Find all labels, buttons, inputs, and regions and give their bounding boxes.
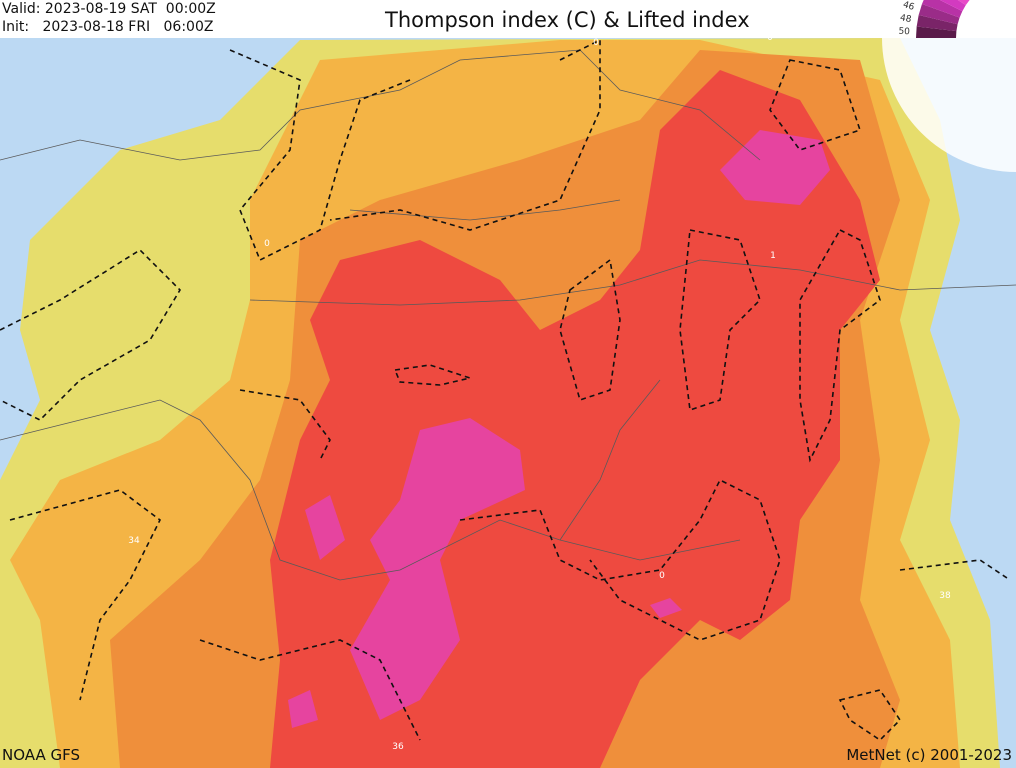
contour-labels: 0 0 1 0 34 36 38 0 [128, 33, 951, 752]
contour-label: 0 [659, 571, 665, 581]
contour-label: 0 [593, 38, 599, 48]
contour-label: 36 [392, 742, 404, 752]
lifted-index-contours [0, 38, 1011, 742]
contour-label: 1 [770, 251, 776, 261]
legend-swatch [916, 26, 957, 38]
legend-label: 50 [898, 27, 910, 38]
contour-label: 0 [767, 33, 773, 43]
contour-label: 34 [128, 536, 140, 546]
thompson-fill [0, 38, 1000, 768]
legend-swatch [916, 15, 958, 32]
legend-swatch [921, 0, 963, 18]
contour-label: 0 [264, 239, 270, 249]
legend-swatch [957, 0, 970, 6]
credit-label: MetNet (c) 2001-2023 [846, 746, 1012, 764]
legend-label: 48 [899, 13, 912, 25]
legend: 5048464442403836343230282624 [882, 0, 1016, 172]
init-time: Init: 2023-08-18 FRI 06:00Z [2, 19, 214, 35]
legend-label: 46 [902, 0, 916, 13]
legend-swatch [918, 3, 960, 25]
contour-label: 38 [939, 591, 951, 601]
legend-swatch [939, 0, 966, 12]
borders [0, 49, 1016, 581]
map-title: Thompson index (C) & Lifted index [385, 8, 750, 32]
source-label: NOAA GFS [2, 746, 80, 764]
valid-time: Valid: 2023-08-19 SAT 00:00Z [2, 1, 216, 17]
legend-backdrop [882, 0, 1016, 172]
